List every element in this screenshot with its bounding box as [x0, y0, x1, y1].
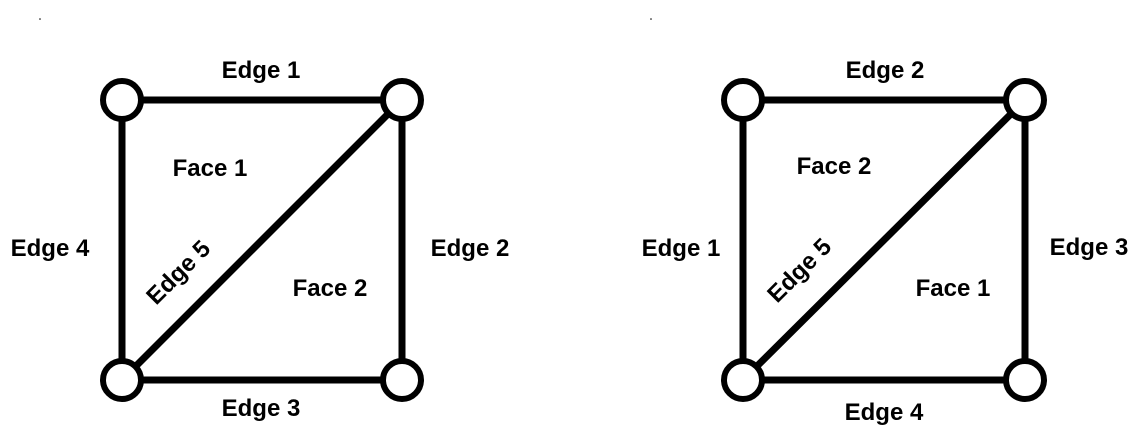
edge-left-label: Edge 4 [11, 235, 90, 262]
vertex-bottom-left [100, 358, 144, 402]
graph-diagram-right: Edge 2 Edge 3 Edge 4 Edge 1 Edge 5 Face … [642, 57, 1129, 426]
stray-dot [650, 18, 652, 20]
vertex-bottom-right [380, 358, 424, 402]
vertex-top-right [380, 78, 424, 122]
vertex-bottom-right [1003, 358, 1047, 402]
edge-bottom-label: Edge 4 [845, 399, 924, 426]
vertex-top-left [100, 78, 144, 122]
edge-left-label: Edge 1 [642, 235, 721, 262]
face-upper-left-label: Face 2 [797, 153, 872, 180]
edge-diagonal-line [119, 97, 405, 383]
graph-diagram-left: Edge 1 Edge 2 Edge 3 Edge 4 Edge 5 Face … [11, 57, 510, 422]
edge-right-label: Edge 2 [431, 235, 510, 262]
edge-bottom-label: Edge 3 [222, 395, 301, 422]
face-lower-right-label: Face 2 [293, 275, 368, 302]
vertex-bottom-left [721, 358, 765, 402]
vertex-top-right [1003, 78, 1047, 122]
face-lower-right-label: Face 1 [916, 275, 991, 302]
edge-diagonal-line [740, 97, 1028, 383]
stray-dot [39, 18, 41, 20]
face-upper-left-label: Face 1 [173, 155, 248, 182]
edge-right-label: Edge 3 [1050, 234, 1129, 261]
vertex-top-left [721, 78, 765, 122]
edge-top-label: Edge 2 [846, 57, 925, 84]
edge-top-label: Edge 1 [222, 57, 301, 84]
